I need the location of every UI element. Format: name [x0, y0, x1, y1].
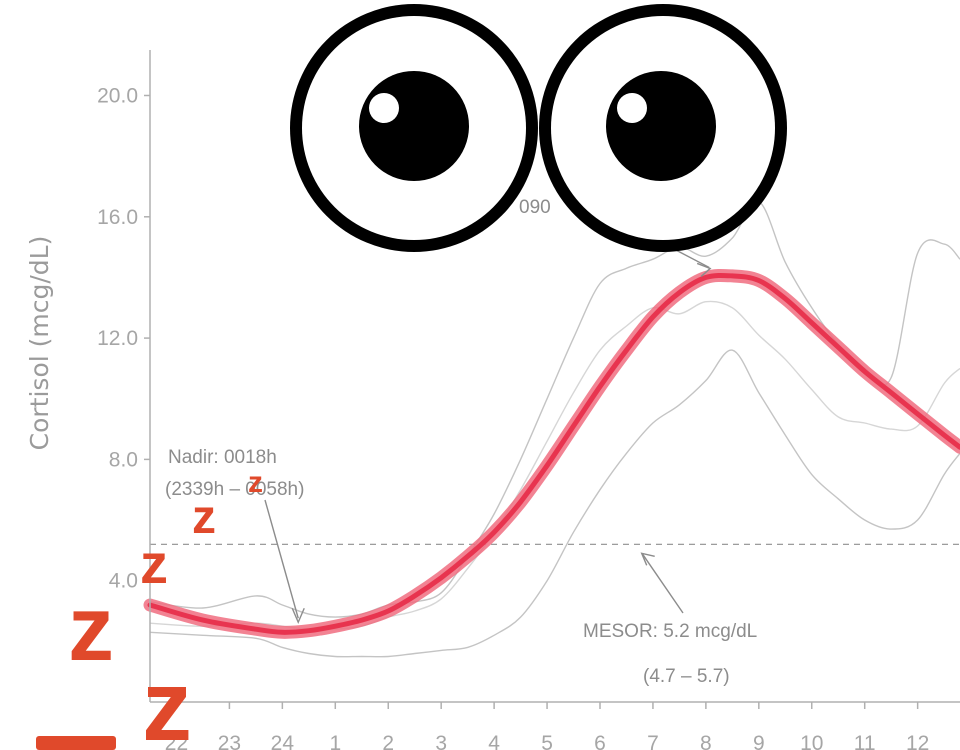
nadir-arrow-line	[264, 499, 299, 619]
lower-band-line	[149, 349, 960, 658]
snore-z-1: z	[248, 466, 263, 499]
upper-band-line	[149, 200, 960, 618]
y-tick-label: 20.0	[97, 84, 138, 107]
snoring-z-icon: z z z z z	[36, 466, 263, 750]
googly-eyes-icon	[290, 4, 787, 252]
acrophase-label: 090	[519, 197, 551, 218]
y-tick-label: 16.0	[97, 206, 138, 229]
snore-z-4: z	[68, 578, 114, 680]
acrophase-arrow-head	[696, 262, 712, 277]
fitted-curve-layer	[143, 268, 960, 639]
nadir-range-label: (2339h – 0058h)	[165, 479, 304, 500]
x-tick-label: 1	[329, 732, 341, 750]
x-tick-label: 12	[906, 732, 929, 750]
mesor-label: MESOR: 5.2 mcg/dL	[583, 621, 757, 642]
annotations: Nadir: 0018h (2339h – 0058h) 090 MESOR: 5.2…	[165, 197, 757, 687]
left-eye-icon	[290, 4, 538, 252]
y-tick-label: 12.0	[97, 327, 138, 350]
confidence-bands	[149, 200, 960, 658]
x-tick-label: 5	[541, 732, 553, 750]
acrophase-arrow-line	[671, 247, 710, 269]
x-tick-label: 8	[700, 732, 712, 750]
y-tick-label: 4.0	[109, 570, 138, 593]
x-tick-label: 9	[753, 732, 765, 750]
mesor-arrow-line	[642, 553, 684, 614]
snore-z-3: z	[140, 532, 168, 595]
x-tick-label: 4	[488, 732, 500, 750]
mesor-range-label: (4.7 – 5.7)	[643, 666, 730, 687]
snore-dash	[36, 736, 116, 750]
axes: 4.08.012.016.020.022 23 24 1 2 3 4 5 6 7 8 9 10 11 12	[97, 50, 960, 750]
x-tick-label: 3	[435, 732, 447, 750]
snore-z-2: z	[192, 491, 216, 544]
y-tick-label: 8.0	[109, 448, 138, 471]
y-axis-label: Cortisol (mcg/dL)	[25, 236, 54, 451]
x-tick-label: 2	[382, 732, 394, 750]
nadir-label: Nadir: 0018h	[168, 447, 277, 468]
fit-curve-line	[147, 272, 960, 635]
x-tick-label: 11	[854, 732, 876, 750]
mesor-arrow-head	[640, 552, 655, 566]
x-tick-label: 7	[647, 732, 659, 750]
x-tick-label: 6	[594, 732, 606, 750]
x-tick-label: 23	[218, 732, 241, 750]
nadir-arrow-head	[291, 607, 305, 625]
x-tick-label: 10	[800, 732, 823, 750]
x-tick-label: 24	[271, 732, 295, 750]
snore-z-5: z	[142, 650, 192, 750]
x-tick-label: 22	[165, 732, 188, 750]
right-eye-icon	[539, 4, 787, 252]
